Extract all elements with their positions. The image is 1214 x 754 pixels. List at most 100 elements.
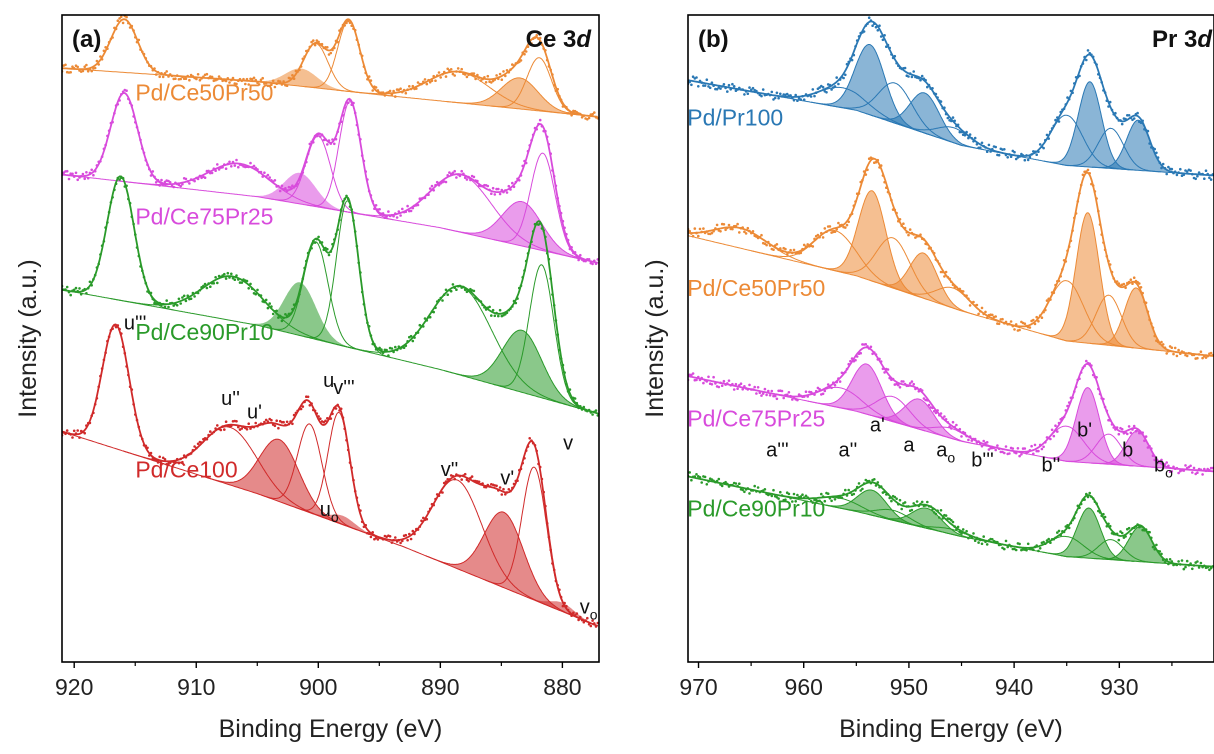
data-point [462, 474, 465, 477]
data-point [1103, 91, 1107, 94]
data-point [442, 293, 446, 297]
data-point [1086, 49, 1090, 52]
data-point [367, 532, 371, 535]
data-point [247, 422, 250, 426]
data-point [1064, 409, 1068, 412]
data-point [69, 293, 72, 297]
data-point [366, 78, 369, 81]
data-point [298, 178, 301, 181]
data-point [751, 86, 755, 90]
data-point [917, 504, 921, 508]
data-point [908, 72, 912, 75]
data-point [291, 422, 294, 426]
data-point [196, 442, 200, 446]
data-point [796, 99, 799, 102]
data-point [842, 492, 845, 496]
data-point [746, 226, 750, 230]
data-point [437, 71, 441, 74]
data-point [184, 77, 188, 80]
data-point [252, 164, 256, 168]
data-point [765, 393, 768, 397]
data-point [242, 77, 245, 81]
data-point [879, 164, 883, 167]
data-point [943, 106, 946, 109]
data-point [773, 96, 777, 100]
component-line-pd-pr100-7 [1060, 127, 1162, 173]
data-point [505, 311, 509, 315]
data-point [938, 414, 941, 417]
data-point [551, 562, 554, 565]
data-point [1163, 463, 1167, 466]
data-point [960, 435, 963, 438]
data-point [141, 437, 144, 441]
data-point [538, 36, 542, 40]
data-point [705, 483, 709, 486]
data-point [181, 296, 184, 299]
data-point [720, 85, 724, 88]
data-point [965, 294, 968, 298]
data-point [535, 128, 538, 131]
data-point [85, 292, 88, 295]
data-point [179, 457, 182, 461]
data-point [355, 496, 359, 500]
data-point [878, 357, 881, 361]
data-point [717, 385, 721, 389]
data-point [437, 494, 441, 498]
data-point [296, 70, 299, 73]
data-point [359, 138, 362, 141]
data-point [167, 75, 170, 78]
x-axis-label: Binding Energy (eV) [219, 715, 443, 743]
data-point [1189, 464, 1192, 468]
data-point [1144, 528, 1148, 531]
data-point [72, 67, 76, 70]
data-point [488, 485, 491, 488]
data-point [460, 67, 464, 71]
data-point [289, 186, 292, 189]
data-point [1023, 158, 1027, 162]
x-axis-label: Binding Energy (eV) [839, 715, 1063, 743]
data-point [799, 495, 803, 498]
data-point [573, 614, 577, 617]
data-point [950, 280, 953, 284]
data-point [188, 182, 191, 185]
data-point [509, 188, 512, 191]
data-point [200, 77, 203, 80]
data-point [970, 137, 974, 140]
raw-data-pd-ce90pr10 [62, 176, 599, 417]
data-point [869, 345, 873, 349]
peak-label: uo [320, 499, 339, 525]
data-point [832, 381, 835, 385]
data-point [95, 164, 99, 167]
data-point [181, 182, 184, 186]
data-point [565, 604, 568, 608]
data-point [934, 512, 938, 516]
data-point [593, 259, 596, 263]
data-point [449, 289, 453, 293]
data-point [1008, 452, 1011, 455]
data-point [975, 143, 979, 146]
data-point [353, 28, 357, 32]
data-point [809, 95, 813, 98]
data-point [695, 378, 698, 382]
data-point [1160, 340, 1163, 344]
data-point [153, 175, 156, 179]
data-point [540, 43, 544, 46]
data-point [1073, 82, 1076, 85]
data-point [1078, 192, 1081, 195]
data-point [919, 78, 922, 82]
data-point [463, 472, 467, 476]
data-point [74, 286, 78, 290]
data-point [1044, 138, 1047, 142]
peak-label: a' [870, 414, 885, 436]
data-point [322, 248, 326, 252]
data-point [961, 528, 965, 531]
data-point [802, 243, 806, 247]
data-point [226, 77, 230, 80]
data-point [186, 294, 189, 298]
data-point [820, 492, 823, 496]
data-point [392, 214, 395, 218]
data-point [1136, 523, 1139, 526]
data-point [547, 65, 551, 68]
data-point [1040, 447, 1044, 451]
